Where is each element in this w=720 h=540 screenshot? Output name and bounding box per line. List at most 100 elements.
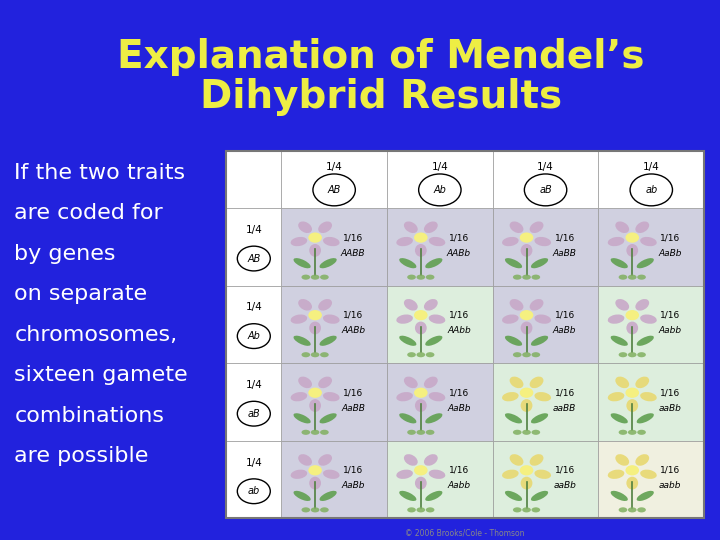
Ellipse shape	[404, 299, 418, 310]
Ellipse shape	[531, 275, 540, 280]
FancyBboxPatch shape	[492, 151, 598, 208]
Ellipse shape	[415, 399, 427, 412]
Text: 1/16: 1/16	[660, 466, 680, 475]
Circle shape	[414, 388, 428, 398]
Text: 1/16: 1/16	[660, 388, 680, 397]
Text: 1/16: 1/16	[343, 233, 364, 242]
Ellipse shape	[309, 399, 321, 412]
Text: chromosomes,: chromosomes,	[14, 325, 178, 345]
Ellipse shape	[318, 376, 332, 388]
Ellipse shape	[298, 454, 312, 465]
Ellipse shape	[408, 430, 416, 435]
Text: 1/16: 1/16	[449, 233, 469, 242]
FancyBboxPatch shape	[226, 441, 282, 518]
FancyBboxPatch shape	[387, 286, 492, 363]
Ellipse shape	[415, 321, 427, 334]
Ellipse shape	[426, 352, 434, 357]
Ellipse shape	[636, 336, 654, 346]
Circle shape	[308, 465, 322, 475]
Ellipse shape	[611, 491, 628, 501]
Circle shape	[414, 310, 428, 320]
Ellipse shape	[626, 244, 638, 257]
Ellipse shape	[323, 392, 340, 401]
Text: 1/16: 1/16	[660, 310, 680, 320]
Ellipse shape	[636, 413, 654, 423]
Circle shape	[238, 479, 270, 504]
Ellipse shape	[424, 376, 438, 388]
FancyBboxPatch shape	[226, 151, 282, 208]
Ellipse shape	[323, 314, 340, 324]
Text: 1/16: 1/16	[449, 466, 469, 475]
Ellipse shape	[534, 470, 551, 479]
Ellipse shape	[291, 237, 307, 246]
FancyBboxPatch shape	[282, 208, 387, 286]
Ellipse shape	[404, 454, 418, 465]
Ellipse shape	[618, 352, 627, 357]
FancyBboxPatch shape	[387, 441, 492, 518]
Circle shape	[626, 310, 639, 320]
Ellipse shape	[640, 237, 657, 246]
Ellipse shape	[640, 392, 657, 401]
Ellipse shape	[608, 392, 624, 401]
Ellipse shape	[530, 299, 544, 310]
Ellipse shape	[426, 258, 442, 268]
Ellipse shape	[510, 454, 523, 465]
Text: are possible: are possible	[14, 446, 149, 467]
Ellipse shape	[320, 336, 337, 346]
Ellipse shape	[616, 376, 629, 388]
Ellipse shape	[505, 413, 522, 423]
Ellipse shape	[522, 352, 531, 357]
Ellipse shape	[302, 275, 310, 280]
Ellipse shape	[637, 430, 646, 435]
Ellipse shape	[521, 321, 532, 334]
Ellipse shape	[640, 314, 657, 324]
Text: aaBb: aaBb	[553, 481, 576, 490]
Ellipse shape	[320, 430, 329, 435]
Text: on separate: on separate	[14, 284, 148, 305]
Ellipse shape	[399, 336, 416, 346]
Circle shape	[418, 174, 461, 206]
Ellipse shape	[531, 507, 540, 512]
Ellipse shape	[399, 413, 416, 423]
Text: AaBB: AaBB	[341, 404, 365, 413]
Ellipse shape	[522, 430, 531, 435]
Text: aaBb: aaBb	[659, 404, 682, 413]
Ellipse shape	[302, 352, 310, 357]
Circle shape	[414, 465, 428, 475]
Ellipse shape	[428, 392, 445, 401]
FancyBboxPatch shape	[492, 208, 598, 286]
Ellipse shape	[399, 491, 416, 501]
Ellipse shape	[311, 352, 320, 357]
Text: AaBb: AaBb	[553, 326, 576, 335]
FancyBboxPatch shape	[282, 363, 387, 441]
FancyBboxPatch shape	[282, 151, 387, 208]
Ellipse shape	[611, 258, 628, 268]
Ellipse shape	[522, 507, 531, 512]
Text: AaBb: AaBb	[659, 248, 682, 258]
Ellipse shape	[635, 221, 649, 233]
Ellipse shape	[311, 430, 320, 435]
Circle shape	[520, 388, 534, 398]
Ellipse shape	[320, 275, 329, 280]
Ellipse shape	[396, 237, 413, 246]
Ellipse shape	[291, 314, 307, 324]
Ellipse shape	[637, 275, 646, 280]
Ellipse shape	[399, 258, 416, 268]
Ellipse shape	[618, 507, 627, 512]
Ellipse shape	[521, 399, 532, 412]
Ellipse shape	[534, 314, 551, 324]
Ellipse shape	[428, 314, 445, 324]
Text: 1/16: 1/16	[554, 466, 575, 475]
Circle shape	[313, 174, 356, 206]
Ellipse shape	[626, 477, 638, 489]
Ellipse shape	[309, 321, 321, 334]
Ellipse shape	[298, 299, 312, 310]
Ellipse shape	[323, 237, 340, 246]
Ellipse shape	[608, 314, 624, 324]
FancyBboxPatch shape	[387, 208, 492, 286]
Ellipse shape	[291, 392, 307, 401]
Text: Ab: Ab	[433, 185, 446, 195]
Text: by genes: by genes	[14, 244, 116, 264]
FancyBboxPatch shape	[226, 363, 282, 441]
Text: AABb: AABb	[447, 248, 471, 258]
